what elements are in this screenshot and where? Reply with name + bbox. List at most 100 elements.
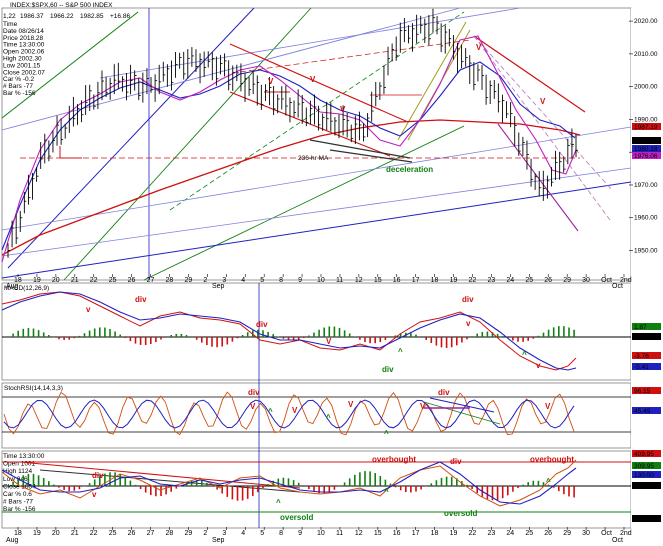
annotation: div [256, 320, 268, 329]
trend-line [63, 7, 312, 281]
x-tick-label: 29 [563, 277, 571, 284]
value-tag [632, 137, 661, 144]
x-tick-label: 2nd [620, 277, 632, 284]
annotation: ^ [384, 429, 389, 438]
x-tick-label: Oct [601, 530, 612, 537]
trend-line [229, 43, 409, 123]
value-tag-label: 1980.18 [634, 146, 658, 153]
deceleration-label: deceleration [386, 165, 433, 174]
chart-title: INDEX:$SPX,60 -- S&P 500 INDEX [10, 2, 113, 9]
info-line: Bar % -156 [3, 90, 36, 97]
x-tick-label: 21 [71, 277, 79, 284]
x-tick-label: Oct [601, 277, 612, 284]
trend-lines [1, 7, 632, 281]
y-tick-label: 2010.00 [634, 51, 658, 58]
ma-long [1, 119, 581, 256]
value-tag-label: 1976.06 [634, 153, 658, 160]
rsi-panel [1, 450, 632, 529]
x-tick-label: 19 [33, 277, 41, 284]
annotation: V [540, 97, 546, 106]
x-tick-label: 24 [506, 530, 514, 537]
x-axis-lower: 18 19 20 21 22 25 26 27 28 29 2 3 4 5 8 9 10 11 12 15 16 17 18… [6, 527, 632, 544]
value-tag-label: 45.49 [634, 408, 651, 415]
info-line: High 1124 [3, 468, 33, 475]
value-tag-label: 0.00 [634, 483, 647, 490]
rsi-tags: 409.95 309.95 130.00 0.00 -500.00 [632, 450, 661, 523]
annotation: ^ [326, 413, 331, 422]
x-tick-label: 4 [241, 277, 245, 284]
x-tick-label: 3 [222, 277, 226, 284]
price-annotations: V V V V V 236-hr MA deceleration [268, 43, 546, 174]
annotation: V [326, 337, 332, 346]
x-tick-label: 18 [14, 530, 22, 537]
trend-line [423, 401, 501, 425]
annotation: ^ [546, 477, 551, 486]
ma-short [1, 35, 577, 263]
info-line: Bar % -156 [3, 506, 36, 513]
x-tick-label: 22 [469, 530, 477, 537]
x-tick-label: 22 [90, 277, 98, 284]
annotation: V [476, 43, 482, 52]
price-panel [1, 7, 632, 281]
x-tick-label: 23 [487, 530, 495, 537]
annotation: ^ [522, 350, 527, 359]
info-line: Time [3, 21, 18, 28]
trend-line [429, 397, 495, 413]
stochrsi-label: StochRSI(14,14,3,3) [4, 385, 63, 392]
stochrsi-tags: 96.15 45.49 [632, 387, 661, 415]
x-tick-label: 22 [469, 277, 477, 284]
x-tick-label: 17 [412, 530, 420, 537]
value-tag [632, 352, 661, 359]
ohlc-value: 1986.37 [20, 13, 44, 20]
x-tick-label: 18 [431, 277, 439, 284]
stochrsi-k [3, 391, 575, 436]
x-tick-label: 19 [450, 530, 458, 537]
x-tick-label: 3 [222, 530, 226, 537]
x-tick-label: 25 [525, 277, 533, 284]
ohlc-value: 1,22 [3, 13, 16, 20]
trend-line [397, 21, 467, 141]
x-tick-label: 21 [71, 530, 79, 537]
x-tick-label: 2 [203, 530, 207, 537]
value-tag-label: 0.00 [634, 334, 647, 341]
x-tick-label: 8 [279, 530, 283, 537]
x-tick-label: 11 [336, 530, 343, 537]
x-tick-label: 27 [147, 277, 155, 284]
trend-line [473, 35, 586, 113]
trend-line [99, 7, 521, 79]
trend-line [39, 469, 301, 493]
ma-mid [1, 61, 576, 251]
annotation: div [438, 388, 450, 397]
info-line: Time 13:30:00 [3, 453, 45, 460]
rsi-annotations: overbought overbought oversold oversold … [92, 455, 574, 522]
oversold-label: oversold [280, 513, 313, 522]
ohlc-change: +16.86 [110, 13, 130, 20]
x-tick-label: 19 [33, 530, 41, 537]
trend-line [1, 11, 139, 119]
value-tag-label: 1982.54 [634, 138, 658, 145]
macd-panel [1, 282, 632, 381]
value-tag-label: -500.00 [634, 516, 656, 523]
info-line: Close 2002.07 [3, 69, 45, 76]
trend-line [7, 7, 255, 269]
annotation: V [310, 75, 316, 84]
x-tick-label: 11 [336, 277, 343, 284]
x-tick-label: 12 [355, 530, 363, 537]
info-line: Car % 0.6 [3, 491, 32, 498]
annotation: v [92, 490, 97, 499]
annotation: ^ [398, 347, 403, 356]
trend-line [143, 125, 465, 281]
x-tick-label: 19 [450, 277, 458, 284]
x-tick-label: 26 [128, 530, 136, 537]
x-tick-label: 16 [393, 530, 401, 537]
value-tag [632, 515, 661, 522]
annotation: div [382, 365, 394, 374]
x-tick-label: 30 [582, 530, 590, 537]
trend-line [1, 126, 632, 231]
x-tick-label: 25 [109, 277, 117, 284]
x-month-label: Aug [6, 537, 19, 544]
annotation: div [450, 457, 462, 466]
